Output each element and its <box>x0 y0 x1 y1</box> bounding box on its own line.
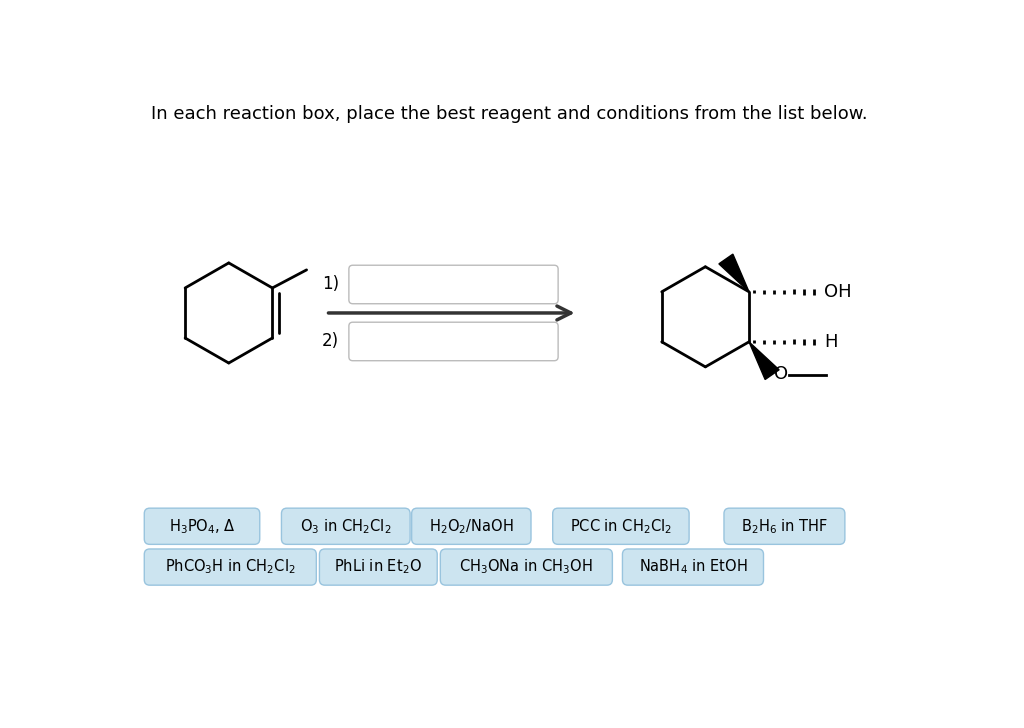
Text: PhCO$_3$H in CH$_2$Cl$_2$: PhCO$_3$H in CH$_2$Cl$_2$ <box>165 558 296 577</box>
FancyBboxPatch shape <box>349 323 558 360</box>
FancyBboxPatch shape <box>412 508 531 545</box>
Polygon shape <box>749 342 779 379</box>
Text: H: H <box>824 333 838 351</box>
Text: PhLi in Et$_2$O: PhLi in Et$_2$O <box>335 558 422 577</box>
FancyBboxPatch shape <box>349 265 558 304</box>
Text: B$_2$H$_6$ in THF: B$_2$H$_6$ in THF <box>740 517 828 536</box>
FancyBboxPatch shape <box>282 508 410 545</box>
Text: O$_3$ in CH$_2$Cl$_2$: O$_3$ in CH$_2$Cl$_2$ <box>300 517 391 536</box>
Text: NaBH$_4$ in EtOH: NaBH$_4$ in EtOH <box>639 558 748 577</box>
FancyBboxPatch shape <box>440 549 612 585</box>
Text: CH$_3$ONa in CH$_3$OH: CH$_3$ONa in CH$_3$OH <box>460 558 593 577</box>
FancyBboxPatch shape <box>623 549 764 585</box>
FancyBboxPatch shape <box>144 549 316 585</box>
FancyBboxPatch shape <box>144 508 260 545</box>
FancyBboxPatch shape <box>553 508 689 545</box>
Text: PCC in CH$_2$Cl$_2$: PCC in CH$_2$Cl$_2$ <box>570 517 672 536</box>
Polygon shape <box>719 254 749 292</box>
Text: OH: OH <box>824 282 852 301</box>
Text: O: O <box>774 365 788 383</box>
Text: 2): 2) <box>322 333 339 350</box>
Text: 1): 1) <box>322 275 339 293</box>
Text: H$_3$PO$_4$, $\Delta$: H$_3$PO$_4$, $\Delta$ <box>169 517 236 536</box>
Text: H$_2$O$_2$/NaOH: H$_2$O$_2$/NaOH <box>429 517 514 536</box>
FancyBboxPatch shape <box>724 508 845 545</box>
FancyBboxPatch shape <box>319 549 437 585</box>
Text: In each reaction box, place the best reagent and conditions from the list below.: In each reaction box, place the best rea… <box>152 105 868 123</box>
